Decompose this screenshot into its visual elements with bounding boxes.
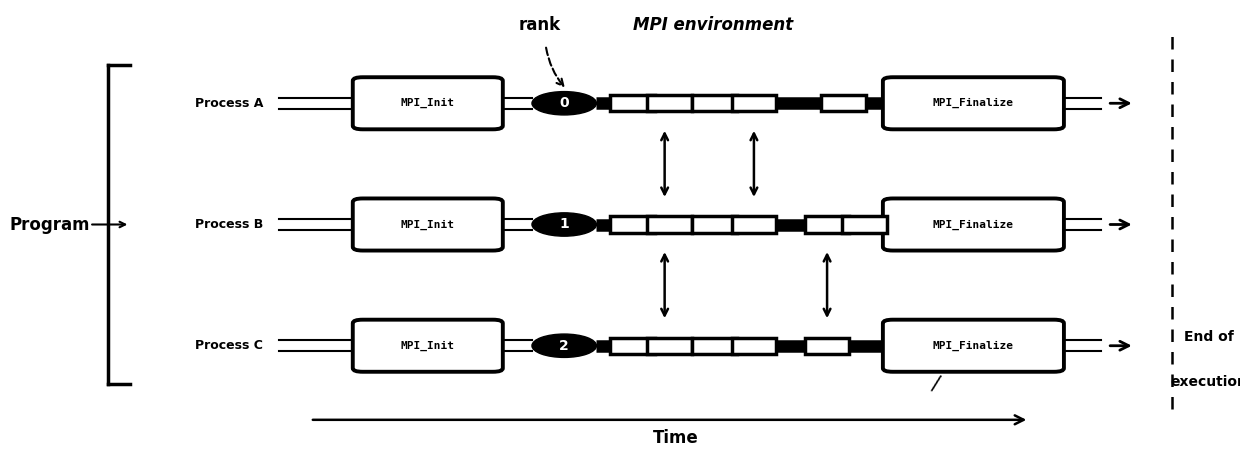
Bar: [732, 338, 776, 354]
Text: Program: Program: [10, 216, 89, 233]
FancyBboxPatch shape: [883, 198, 1064, 251]
Text: MPI_Init: MPI_Init: [401, 341, 455, 351]
Bar: [610, 338, 655, 354]
Bar: [692, 216, 737, 233]
Text: rank: rank: [518, 16, 560, 34]
Text: Process A: Process A: [195, 97, 264, 110]
Text: MPI environment: MPI environment: [632, 16, 794, 34]
Text: MPI_Finalize: MPI_Finalize: [932, 341, 1014, 351]
FancyBboxPatch shape: [352, 320, 503, 372]
Text: Process C: Process C: [196, 339, 263, 352]
Bar: [805, 216, 849, 233]
Circle shape: [532, 92, 596, 115]
Bar: [732, 95, 776, 111]
Text: 2: 2: [559, 339, 569, 353]
Bar: [647, 216, 692, 233]
Bar: [692, 338, 737, 354]
Bar: [647, 338, 692, 354]
Text: 0: 0: [559, 96, 569, 110]
Bar: [647, 95, 692, 111]
Text: $\mathit{/}$: $\mathit{/}$: [929, 373, 944, 395]
Text: execution: execution: [1171, 374, 1240, 389]
Text: End of: End of: [1184, 330, 1234, 344]
Text: Process B: Process B: [195, 218, 264, 231]
Circle shape: [532, 334, 596, 357]
Bar: [732, 216, 776, 233]
Circle shape: [532, 213, 596, 236]
Text: MPI_Finalize: MPI_Finalize: [932, 98, 1014, 108]
FancyBboxPatch shape: [352, 77, 503, 129]
Bar: [842, 216, 887, 233]
FancyBboxPatch shape: [352, 198, 503, 251]
FancyBboxPatch shape: [883, 320, 1064, 372]
Text: MPI_Init: MPI_Init: [401, 98, 455, 108]
Bar: [610, 95, 655, 111]
Text: Time: Time: [653, 429, 698, 447]
Bar: [805, 338, 849, 354]
Bar: [692, 95, 737, 111]
Bar: [821, 95, 866, 111]
FancyBboxPatch shape: [883, 77, 1064, 129]
Bar: [610, 216, 655, 233]
Text: MPI_Init: MPI_Init: [401, 220, 455, 229]
Text: MPI_Finalize: MPI_Finalize: [932, 220, 1014, 229]
Text: 1: 1: [559, 217, 569, 232]
